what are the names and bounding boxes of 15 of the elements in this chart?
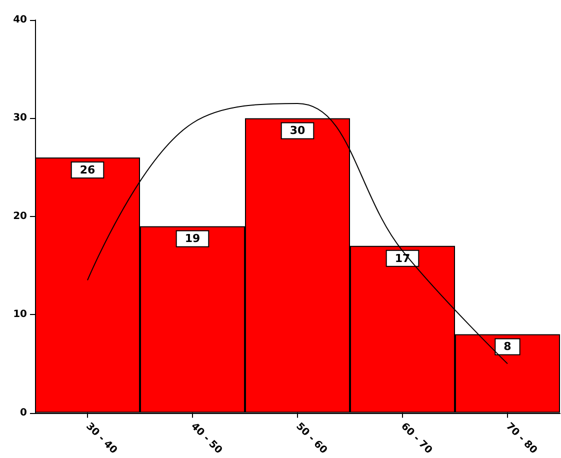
x-tick-label: 30 - 40: [84, 420, 119, 456]
y-tick-label: 20: [13, 210, 28, 222]
y-tick-label: 40: [13, 14, 28, 26]
x-tick-label: 70 - 80: [504, 420, 539, 456]
data-label: 17: [394, 252, 410, 265]
x-tick-label: 50 - 60: [294, 420, 329, 456]
y-tick-label: 0: [20, 407, 28, 418]
y-tick-label: 30: [13, 112, 28, 124]
data-label: 30: [290, 124, 306, 138]
data-label: 8: [504, 340, 512, 354]
x-tick-label: 40 - 50: [188, 420, 224, 456]
data-label: 19: [184, 232, 200, 246]
x-tick-label: 60 - 70: [398, 420, 434, 456]
y-tick-label: 10: [13, 309, 28, 320]
data-label: 26: [80, 163, 96, 176]
